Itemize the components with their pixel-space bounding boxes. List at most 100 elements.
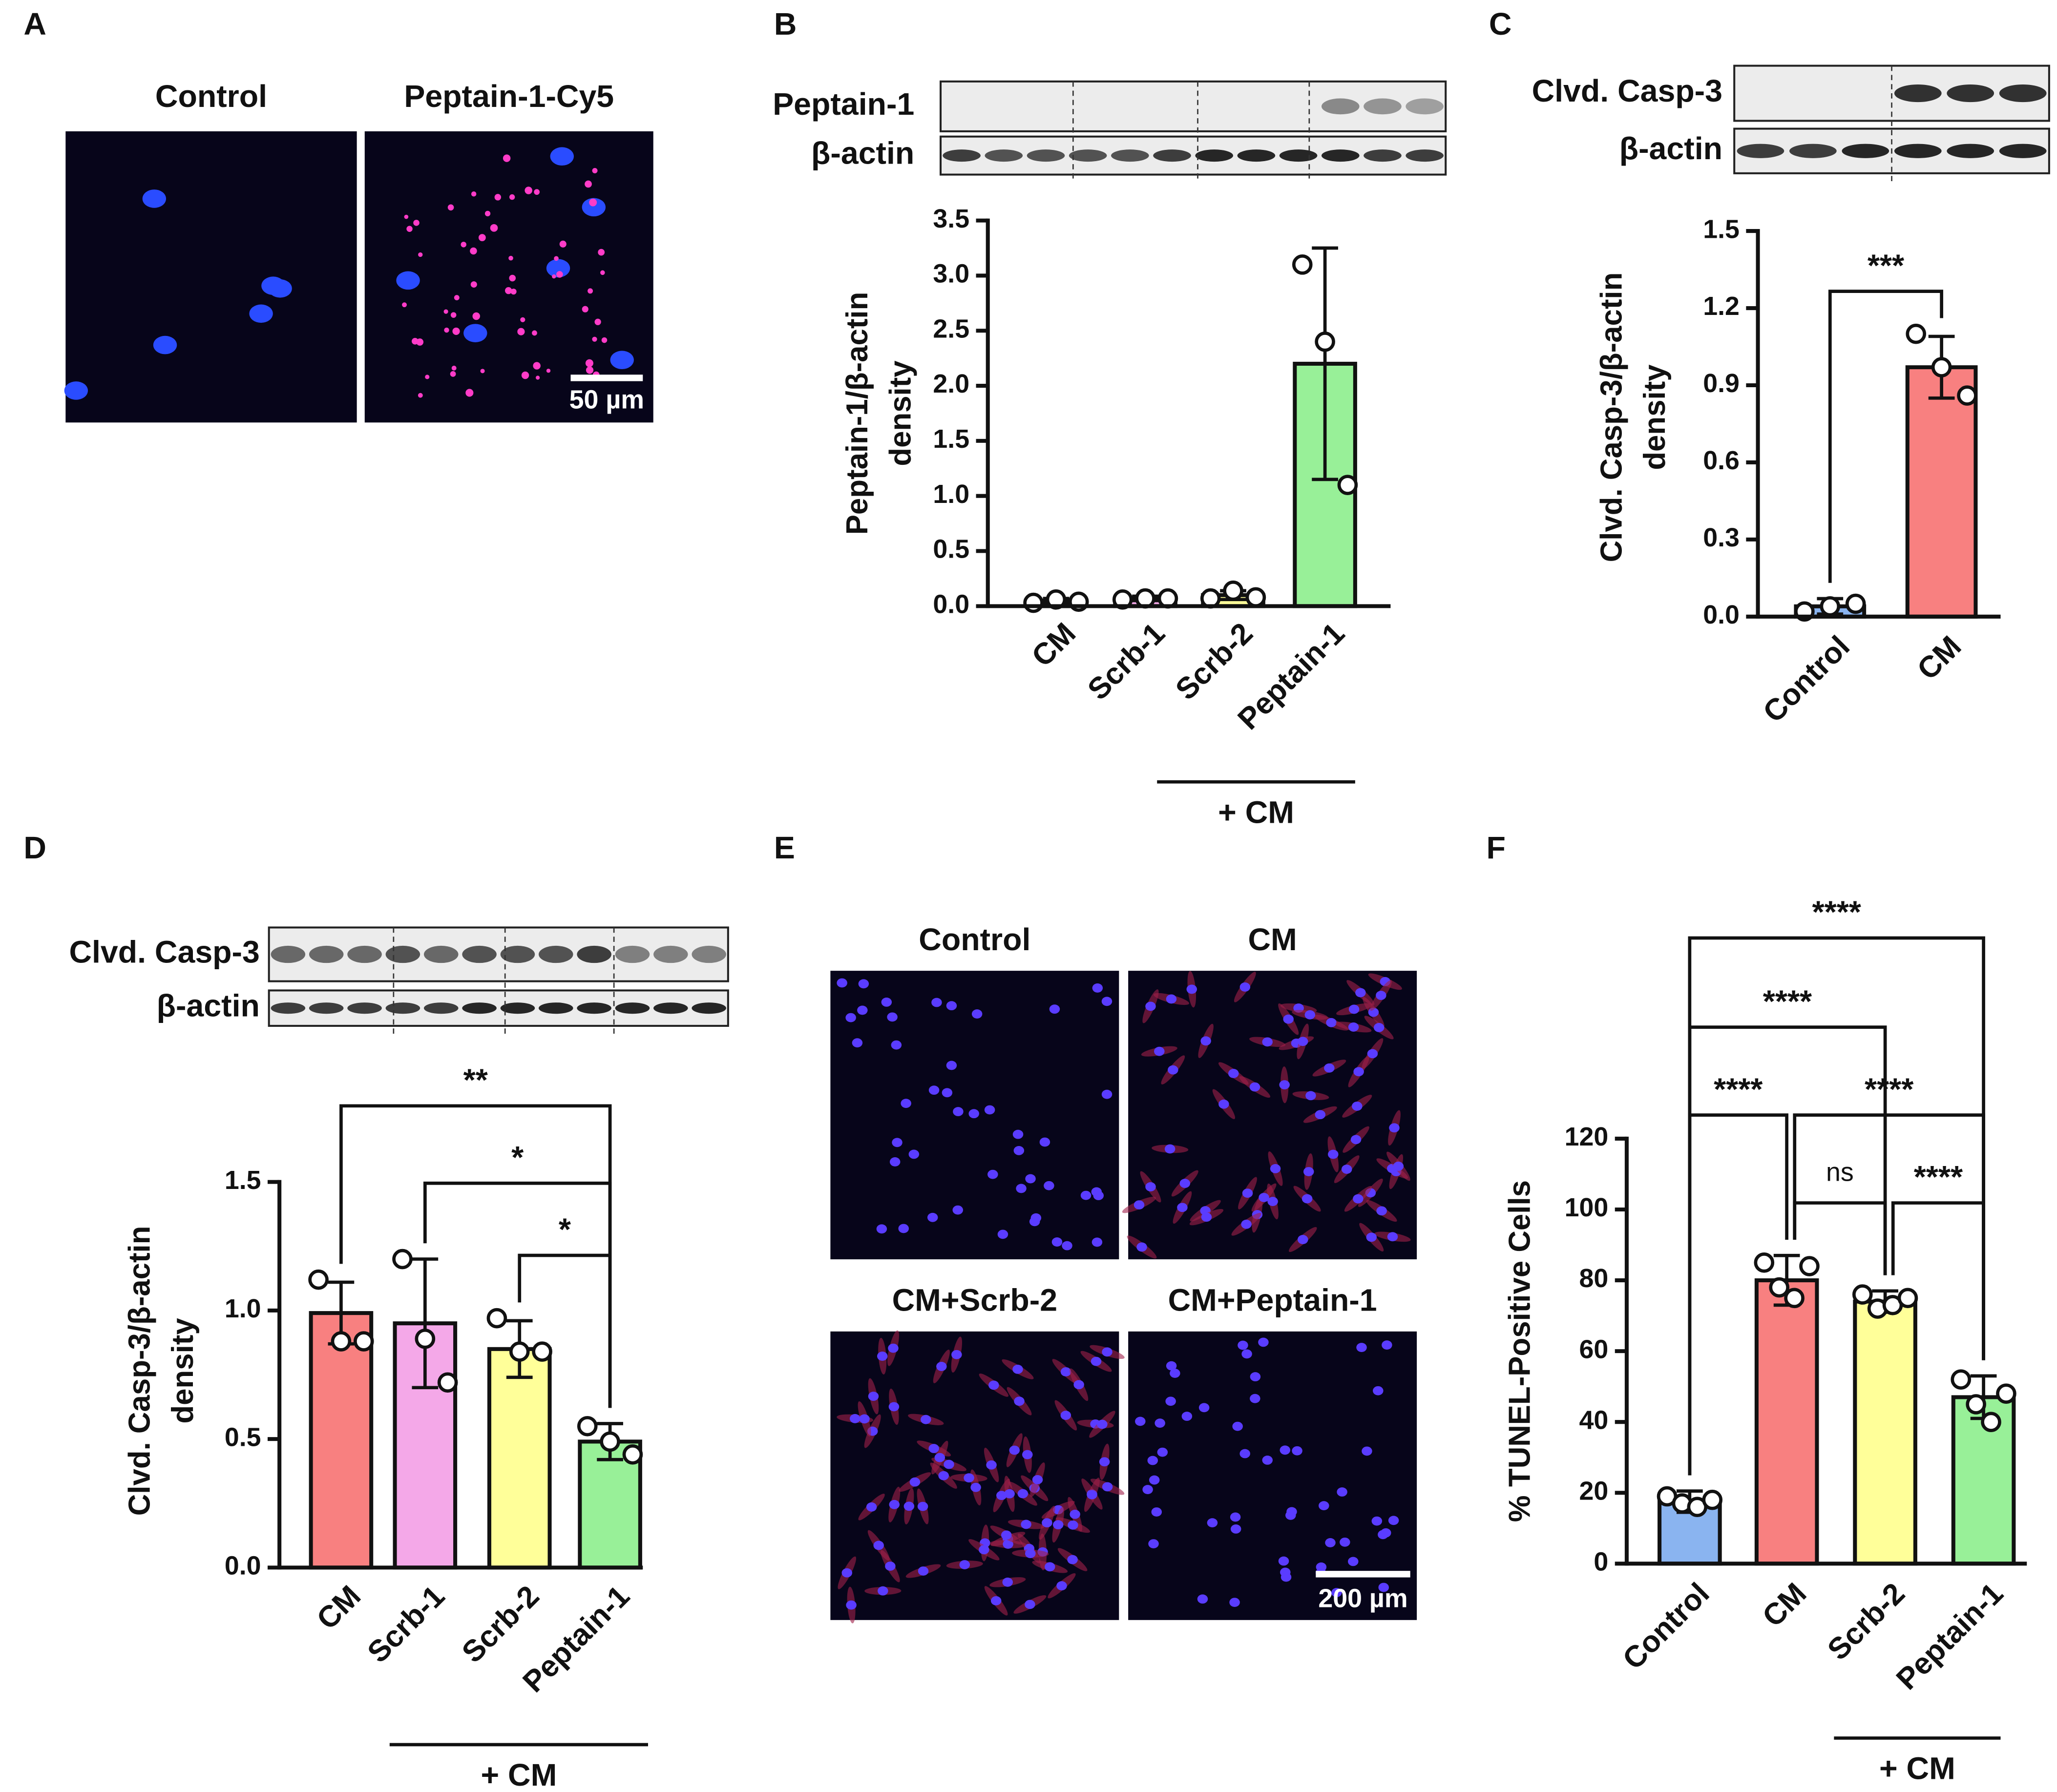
nucleus xyxy=(841,1568,853,1578)
blot-band xyxy=(577,1002,611,1014)
y-tick-label: 1.5 xyxy=(1703,214,1740,244)
nucleus xyxy=(1097,1419,1108,1429)
cy5-dot xyxy=(454,295,460,301)
cy5-dot xyxy=(505,287,512,294)
y-tick-label: 120 xyxy=(1565,1122,1609,1151)
nucleus xyxy=(550,147,574,166)
nucleus xyxy=(1304,1010,1316,1020)
nucleus xyxy=(1279,1080,1290,1090)
blot-band xyxy=(692,1002,726,1014)
nucleus xyxy=(878,1586,888,1596)
nucleus xyxy=(1012,1364,1023,1374)
nucleus xyxy=(1353,1194,1364,1204)
data-point xyxy=(1957,385,1977,406)
nucleus xyxy=(1250,1394,1260,1403)
nucleus xyxy=(396,271,420,290)
y-tick-label: 0.0 xyxy=(225,1551,261,1581)
nucleus xyxy=(1331,1588,1342,1597)
nucleus xyxy=(903,1501,915,1511)
nucleus xyxy=(970,1482,981,1492)
nucleus xyxy=(153,335,177,354)
nucleus xyxy=(1356,1343,1367,1352)
cy5-dot xyxy=(510,289,517,295)
blot-band xyxy=(653,1002,688,1014)
nucleus xyxy=(1341,1165,1352,1174)
x-tick-label: CM xyxy=(1911,629,1968,687)
cy5-dot xyxy=(508,255,513,261)
nucleus xyxy=(917,1501,928,1511)
x-tick-label: Scrb-2 xyxy=(456,1579,546,1669)
y-tick-label: 20 xyxy=(1579,1476,1609,1505)
nucleus xyxy=(909,1477,921,1487)
blot-band xyxy=(309,1002,344,1014)
y-tick-label: 1.2 xyxy=(1703,292,1740,321)
nucleus xyxy=(866,1502,877,1512)
cy5-dot xyxy=(413,220,420,226)
cy5-dot xyxy=(443,309,448,314)
cy5-dot xyxy=(535,375,540,380)
x-tick-label: Scrb-2 xyxy=(1821,1577,1911,1667)
panel-letter: A xyxy=(23,6,46,42)
y-tick-label: 2.0 xyxy=(933,369,969,398)
significance-label: * xyxy=(511,1140,524,1175)
blot-band xyxy=(1406,149,1444,162)
data-point xyxy=(353,1331,374,1352)
cy5-dot xyxy=(588,288,593,294)
nucleus xyxy=(988,1380,999,1390)
nucleus xyxy=(944,1459,954,1469)
nucleus xyxy=(1165,1396,1176,1406)
nucleus xyxy=(1388,1516,1399,1525)
blot-band xyxy=(577,945,611,963)
x-tick-label: Scrb-1 xyxy=(1081,616,1172,707)
cy5-dot xyxy=(470,281,477,288)
y-tick-label: 0.3 xyxy=(1703,523,1740,552)
blot xyxy=(940,135,1447,176)
cy5-dot xyxy=(585,180,592,188)
group-label: + CM xyxy=(1218,794,1294,830)
nucleus xyxy=(1021,1520,1031,1529)
nucleus xyxy=(946,1061,957,1070)
data-point xyxy=(1820,596,1841,617)
nucleus xyxy=(837,978,847,988)
data-point xyxy=(308,1269,329,1290)
nucleus xyxy=(582,198,606,217)
nucleus xyxy=(1101,997,1112,1006)
blot-band xyxy=(500,1002,535,1014)
data-point xyxy=(486,1308,507,1329)
nucleus xyxy=(1170,1369,1180,1378)
nucleus xyxy=(892,1138,903,1147)
blot-band xyxy=(385,945,420,963)
nucleus xyxy=(934,1453,945,1462)
nucleus xyxy=(1044,1181,1054,1190)
nucleus xyxy=(1001,1530,1012,1540)
nucleus xyxy=(942,1088,953,1098)
nucleus xyxy=(964,1473,974,1483)
nucleus xyxy=(928,1085,940,1095)
scale-bar-label: 50 µm xyxy=(569,385,644,414)
blot xyxy=(940,80,1447,132)
nucleus xyxy=(1053,1520,1064,1530)
data-point xyxy=(1799,1256,1820,1276)
cy5-dot xyxy=(552,274,556,279)
nucleus xyxy=(1022,1450,1033,1459)
nucleus xyxy=(908,1149,920,1159)
nucleus xyxy=(846,1600,857,1610)
nucleus xyxy=(1292,1446,1302,1456)
nucleus xyxy=(938,1471,949,1480)
nucleus xyxy=(1151,1507,1162,1517)
nucleus xyxy=(881,997,892,1007)
data-point xyxy=(1845,593,1866,614)
cy5-dot xyxy=(520,317,525,322)
nucleus xyxy=(1376,1206,1387,1216)
blot-band xyxy=(347,1002,382,1014)
significance-bracket xyxy=(1828,290,1943,583)
blot-band xyxy=(943,149,981,162)
data-point xyxy=(1981,1412,2001,1432)
nucleus xyxy=(1324,1063,1335,1073)
nucleus xyxy=(888,1343,899,1353)
data-point xyxy=(1784,1288,1805,1309)
nucleus xyxy=(1270,1164,1281,1173)
cy5-dot xyxy=(418,393,423,398)
data-point xyxy=(1315,331,1335,352)
nucleus xyxy=(888,1402,900,1412)
